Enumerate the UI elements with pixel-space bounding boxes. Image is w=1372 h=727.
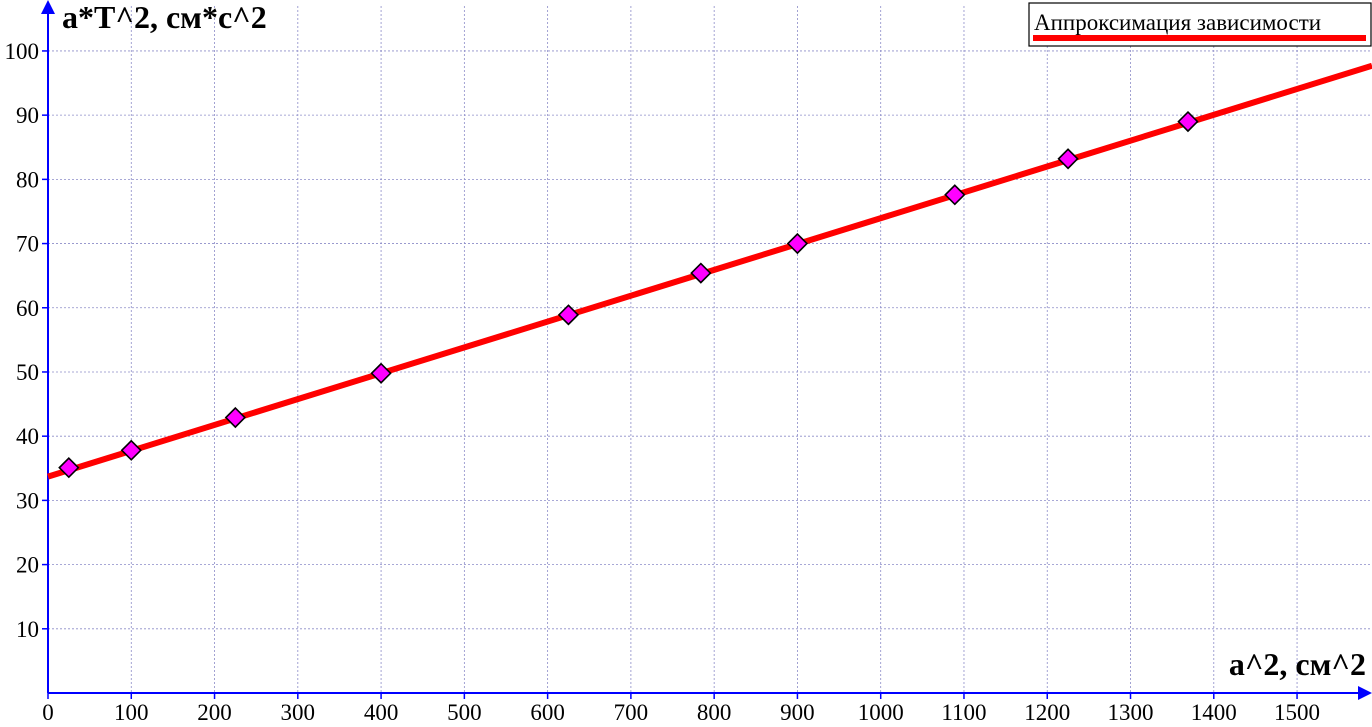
y-tick-label: 20 [16, 553, 39, 578]
y-tick-label: 60 [16, 296, 39, 321]
y-tick-label: 40 [16, 424, 39, 449]
x-tick-label: 400 [364, 700, 399, 725]
approximation-line [47, 62, 1372, 480]
data-point [58, 457, 80, 479]
legend-label: Аппроксимация зависимости [1034, 10, 1321, 35]
y-tick-label: 10 [16, 617, 39, 642]
data-point [690, 262, 712, 284]
x-axis-arrow [1358, 686, 1372, 700]
data-point [557, 304, 580, 326]
x-tick-label: 1500 [1274, 700, 1320, 725]
x-tick-label: 600 [530, 700, 565, 725]
x-tick-label: 200 [197, 700, 232, 725]
y-tick-label: 30 [16, 488, 39, 513]
y-tick-label: 80 [16, 167, 39, 192]
data-point [786, 232, 809, 255]
y-tick-labels: 10 20 30 40 50 60 70 80 90 100 [5, 39, 40, 642]
x-tick-label: 1400 [1191, 700, 1237, 725]
x-tick-label: 0 [42, 700, 54, 725]
x-tick-label: 1300 [1108, 700, 1154, 725]
data-point [1057, 148, 1079, 170]
axes [41, 0, 1372, 700]
x-tick-label: 900 [780, 700, 815, 725]
y-tick-label: 70 [16, 232, 39, 257]
x-tick-label: 500 [447, 700, 482, 725]
data-point [370, 362, 392, 384]
x-tick-label: 1000 [858, 700, 904, 725]
y-axis-title: a*T^2, см*с^2 [62, 0, 267, 35]
series [47, 62, 1372, 480]
data-point [1177, 110, 1199, 133]
grid [48, 6, 1372, 693]
x-tick-label: 1200 [1024, 700, 1070, 725]
y-tick-label: 50 [16, 360, 39, 385]
data-point [224, 406, 246, 429]
x-tick-label: 100 [114, 700, 149, 725]
legend: Аппроксимация зависимости [1028, 2, 1372, 47]
x-tick-label: 800 [697, 700, 732, 725]
x-tick-label: 1100 [941, 700, 986, 725]
data-point [944, 184, 966, 206]
x-tick-labels: 0 100 200 300 400 500 600 700 800 900 1000 1100 1200… [42, 700, 1320, 725]
y-tick-label: 90 [16, 103, 39, 128]
y-axis-arrow [41, 0, 55, 14]
x-axis-title: a^2, см^2 [1229, 646, 1366, 682]
y-tick-label: 100 [5, 39, 40, 64]
data-point [120, 439, 142, 461]
x-tick-label: 300 [281, 700, 316, 725]
x-tick-label: 700 [614, 700, 649, 725]
